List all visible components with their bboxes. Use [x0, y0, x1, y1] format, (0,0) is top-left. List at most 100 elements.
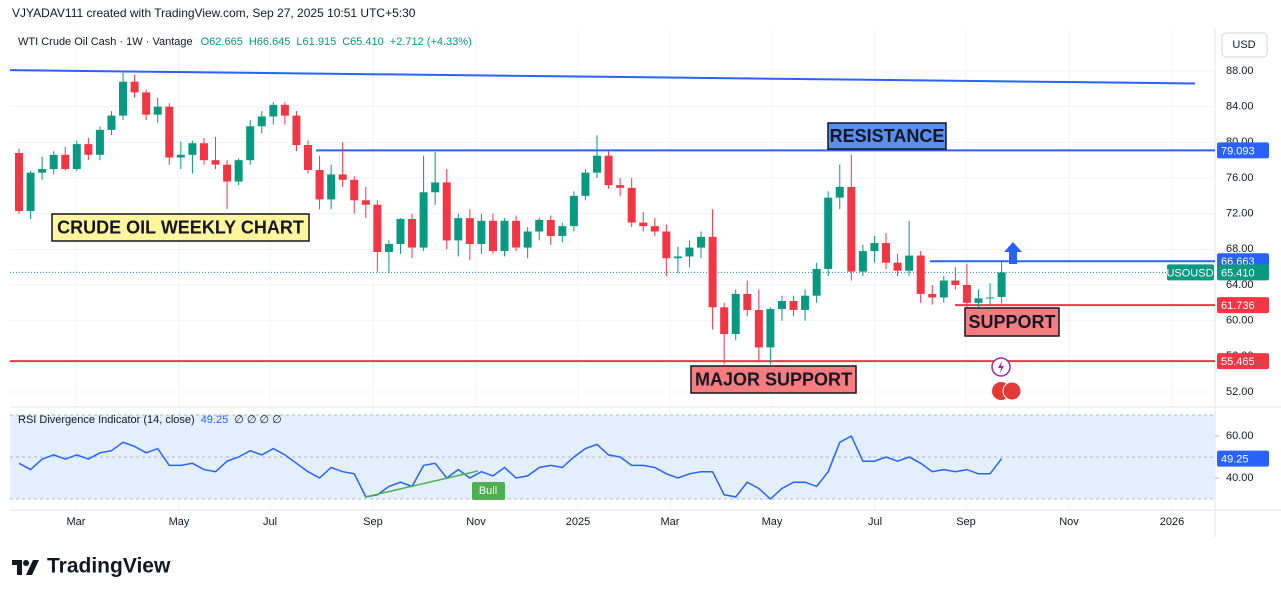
candle-body — [234, 160, 243, 182]
rsi-value: 49.25 — [201, 414, 229, 426]
candle-body — [130, 81, 139, 93]
rsi-last-label: 49.25 — [1221, 453, 1249, 465]
candle-body — [269, 104, 278, 117]
candle-body — [882, 243, 890, 263]
candle-body — [639, 222, 648, 227]
x-tick-label: 2026 — [1160, 516, 1184, 528]
candle-body — [708, 236, 717, 308]
x-tick-label: Sep — [363, 516, 383, 528]
divergence-line — [365, 470, 479, 498]
y-tick-label: 52.00 — [1226, 386, 1254, 398]
candle-body — [165, 106, 174, 158]
candle-body — [512, 220, 521, 248]
candle-body — [488, 220, 497, 252]
candle-body — [685, 247, 694, 257]
legend-title: WTI Crude Oil Cash · 1W · Vantage — [18, 36, 193, 48]
candle-body — [789, 301, 798, 310]
divergence-tag: Bull — [479, 485, 497, 497]
candle-body — [176, 154, 185, 158]
symbol-tag: USOUSD — [1166, 267, 1213, 279]
rsi-tick-label: 40.00 — [1226, 472, 1254, 484]
candle-body — [384, 243, 393, 253]
credit: VJYADAV111 created with TradingView.com,… — [12, 6, 416, 20]
candle-body — [870, 243, 879, 252]
candle-body — [754, 309, 763, 348]
legend-change: +2.712 (+4.33%) — [390, 36, 472, 48]
price-label: 61.736 — [1221, 300, 1255, 312]
candle-body — [454, 218, 463, 241]
candle-body — [893, 262, 902, 271]
candle-body — [199, 143, 208, 161]
currency[interactable]: USD — [1232, 39, 1255, 51]
candle-body — [95, 129, 104, 155]
candle-body — [581, 172, 590, 196]
candle-body — [731, 293, 740, 335]
candle-body — [153, 106, 162, 115]
candle-body — [835, 186, 844, 198]
candle-body — [847, 186, 856, 272]
candle-body — [951, 280, 960, 285]
annotation-box — [51, 213, 310, 242]
candle-body — [812, 268, 821, 296]
candle-body — [997, 272, 1006, 297]
candle-body — [604, 155, 613, 186]
currency-box[interactable] — [1221, 32, 1268, 58]
y-tick-label: 64.00 — [1226, 279, 1254, 291]
legend-ohlc: H66.645 — [249, 36, 291, 48]
candle-body — [477, 220, 486, 244]
candle-body — [801, 295, 810, 310]
candle-body — [373, 204, 382, 253]
candle-body — [419, 192, 428, 248]
x-tick-label: Jul — [868, 516, 882, 528]
candle-body — [257, 116, 266, 127]
rsi-line — [18, 434, 1003, 501]
y-tick-label: 60.00 — [1226, 315, 1254, 327]
candle-body — [84, 144, 93, 155]
candle-body — [616, 185, 625, 188]
candle-body — [673, 256, 682, 259]
candle-body — [280, 104, 289, 116]
candle-body — [26, 172, 35, 211]
rsi-last-bg — [1217, 450, 1269, 467]
candles — [15, 72, 1006, 365]
candle-body — [107, 115, 116, 130]
price-label-bg — [1217, 297, 1269, 314]
candle-body — [61, 154, 70, 170]
rsi-placeholders: ∅ ∅ ∅ ∅ — [234, 414, 282, 426]
candle-body — [697, 236, 706, 248]
rsi-tick-label: 60.00 — [1226, 430, 1254, 442]
x-tick-label: Nov — [466, 516, 486, 528]
annotation-box — [690, 365, 857, 394]
y-tick-label: 88.00 — [1226, 65, 1254, 77]
price-label: 79.093 — [1221, 145, 1255, 157]
candle-body — [396, 219, 405, 244]
candle-body — [315, 169, 324, 200]
rsi-legend: RSI Divergence Indicator (14, close) 49.2… — [18, 414, 282, 426]
candle-body — [939, 280, 948, 298]
symbol-tag-bg — [1167, 264, 1214, 281]
price-label-bg — [1217, 142, 1269, 159]
candle-body — [858, 251, 867, 272]
candle-body — [327, 174, 336, 200]
candle-body — [650, 226, 659, 232]
up-arrow — [1004, 242, 1022, 264]
candle-body — [38, 169, 47, 173]
candle-body — [916, 255, 925, 294]
divergence-tag-bg — [472, 482, 505, 500]
annotation-box — [964, 307, 1060, 337]
y-tick-label: 68.00 — [1226, 243, 1254, 255]
candle-body — [593, 155, 601, 173]
candle-body — [546, 219, 555, 236]
candle-body — [558, 226, 567, 236]
trendline — [9, 69, 1196, 85]
candle-body — [188, 143, 197, 155]
candle-body — [962, 284, 971, 303]
candle-body — [824, 197, 833, 269]
brand: TradingView — [47, 555, 171, 578]
annotation: RESISTANCE — [830, 126, 945, 146]
candle-body — [535, 219, 544, 232]
price-label: 55.465 — [1221, 356, 1255, 368]
x-tick-label: Jul — [263, 516, 277, 528]
